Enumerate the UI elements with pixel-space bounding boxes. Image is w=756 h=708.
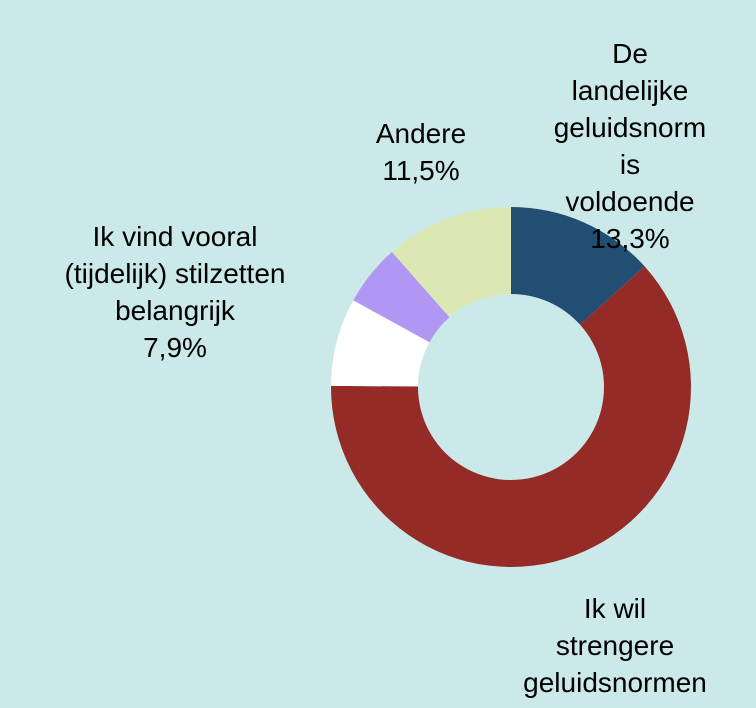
value-label: 11,5% <box>382 155 460 186</box>
donut-slice <box>330 266 691 567</box>
category-label: De landelijke geluidsnorm is voldoende <box>553 38 707 217</box>
donut-slice <box>391 207 511 318</box>
donut-slice <box>511 207 645 325</box>
slice-label: Ik vind vooral (tijdelijk) stilzetten be… <box>65 218 286 366</box>
donut-slice <box>331 300 430 387</box>
category-label: Ik vind vooral (tijdelijk) stilzetten be… <box>64 221 286 326</box>
slice-label: De landelijke geluidsnorm is voldoende 13… <box>554 35 707 257</box>
category-label: Ik wil strengere geluidsnormen <box>523 593 707 698</box>
value-label: 61,8% <box>523 701 707 708</box>
donut-slice <box>353 251 450 343</box>
slice-label: Ik wil strengere geluidsnormen 61,8% <box>523 590 707 708</box>
value-label: 13,3% <box>590 223 670 254</box>
slice-label: Andere 11,5% <box>376 115 466 189</box>
category-label: Andere <box>375 118 467 149</box>
value-label: 7,9% <box>143 332 207 363</box>
